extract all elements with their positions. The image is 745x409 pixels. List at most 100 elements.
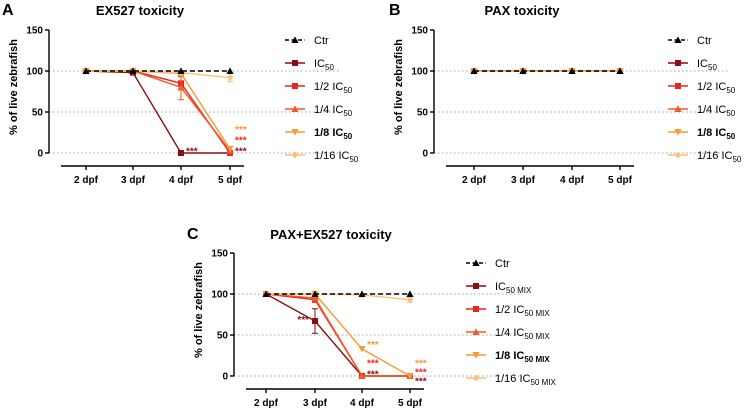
series-ic50-line — [85, 70, 230, 154]
legend-item-ic50: IC50 — [668, 58, 717, 72]
legend-marker-quarter — [472, 328, 480, 335]
legend-marker-eighth — [674, 129, 682, 136]
data-point-quarter — [311, 294, 319, 302]
y-tick-label: 50 — [217, 331, 229, 342]
x-tick-label: 3 dpf — [121, 175, 146, 186]
legend-item-sixteenth: 1/16 IC50 — [285, 150, 359, 164]
legend-label: IC50 MIX — [495, 281, 532, 295]
y-tick-label: 150 — [26, 26, 43, 37]
legend-item-half: 1/2 IC50 — [668, 81, 736, 95]
legend-item-half: 1/2 IC50 — [285, 81, 353, 95]
legend-marker-eighth — [472, 352, 480, 359]
x-tick-label: 2 dpf — [254, 398, 279, 409]
panel-a: A EX527 toxicity % of live zebrafish 0 50… — [2, 2, 359, 186]
data-point-ctr — [82, 67, 90, 74]
legend-item-eighth: 1/8 IC50 — [285, 127, 353, 141]
x-tick-label: 2 dpf — [462, 175, 487, 186]
legend-item-eighth: 1/8 IC50 — [668, 127, 736, 141]
x-tick-label: 3 dpf — [303, 398, 328, 409]
legend-label: 1/4 IC50 — [314, 104, 353, 118]
x-tick-label: 5 dpf — [398, 398, 423, 409]
data-point-ctr — [406, 290, 414, 297]
y-tick-label: 150 — [411, 26, 428, 37]
x-tick-label: 4 dpf — [560, 175, 585, 186]
legend-label: 1/16 IC50 — [697, 150, 742, 164]
legend-label: Ctr — [495, 258, 510, 270]
data-point-ctr — [226, 67, 234, 74]
data-point-eighth — [358, 345, 366, 353]
x-tick-label: 4 dpf — [169, 175, 194, 186]
y-tick-label: 50 — [32, 108, 44, 119]
data-point-ctr — [568, 67, 576, 74]
significance-annotation: *** — [235, 125, 247, 136]
data-point-ctr — [519, 67, 527, 74]
data-point-eighth — [406, 373, 414, 380]
legend-marker-half — [473, 306, 479, 312]
series-sixteenth-line — [86, 70, 231, 79]
legend-item-quarter: 1/4 IC50 — [285, 104, 353, 118]
significance-annotation: *** — [235, 136, 247, 147]
panel-a-legend: Ctr IC50 1/2 IC50 1/4 IC50 1/8 IC50 1/16 IC50 — [285, 35, 359, 164]
legend-label: 1/2 IC50 — [697, 81, 736, 95]
legend-marker-ic50 — [292, 60, 298, 66]
panel-a-y-axis-label: % of live zebrafish — [8, 39, 20, 135]
data-point-ctr — [311, 290, 319, 297]
panel-letter-c: C — [187, 226, 199, 243]
legend-label: 1/2 IC50 MIX — [495, 304, 550, 318]
legend-label: 1/16 IC50 — [314, 150, 359, 164]
legend-marker-ctr — [472, 259, 480, 266]
legend-item-quarter: 1/4 IC50 — [668, 104, 736, 118]
panel-b-plot: 0 50 100 150 2 dpf 3 dpf 4 dpf 5 dpf — [411, 26, 730, 186]
data-point-sixteenth — [226, 73, 234, 82]
legend-label: 1/8 IC50 — [314, 127, 353, 141]
data-point-sixteenth — [406, 296, 414, 304]
legend-label: 1/4 IC50 MIX — [495, 327, 550, 341]
legend-item-eighth: 1/8 IC50 MIX — [466, 350, 550, 364]
legend-marker-ic50 — [473, 283, 479, 289]
significance-annotation: *** — [415, 377, 427, 388]
panel-a-title: EX527 toxicity — [96, 3, 185, 18]
x-tick-label: 2 dpf — [74, 175, 99, 186]
legend-item-quarter: 1/4 IC50 MIX — [466, 327, 550, 341]
panel-c: C PAX+EX527 toxicity % of live zebrafish… — [187, 226, 556, 409]
legend-item-sixteenth: 1/16 IC50 — [668, 150, 742, 164]
legend-label: 1/8 IC50 — [697, 127, 736, 141]
legend-marker-eighth — [291, 129, 299, 136]
series-ctr — [82, 67, 234, 74]
y-tick-label: 100 — [411, 67, 428, 78]
x-tick-label: 4 dpf — [350, 398, 375, 409]
data-point-ctr — [470, 67, 478, 74]
panel-letter-a: A — [2, 2, 14, 19]
data-point-ic50 — [178, 150, 184, 156]
significance-annotation: *** — [415, 368, 427, 379]
significance-annotation: *** — [415, 359, 427, 370]
y-tick-label: 100 — [211, 290, 228, 301]
significance-annotation: *** — [235, 146, 247, 157]
data-point-ic50 — [312, 318, 318, 325]
data-point-ctr — [129, 67, 137, 74]
legend-item-half: 1/2 IC50 MIX — [466, 304, 550, 318]
panel-c-title: PAX+EX527 toxicity — [270, 227, 392, 242]
significance-annotation: *** — [367, 369, 379, 380]
legend-label: 1/8 IC50 MIX — [495, 350, 550, 364]
panel-c-legend: Ctr IC50 MIX 1/2 IC50 MIX 1/4 IC50 MIX 1/8 I… — [466, 258, 556, 387]
x-tick-label: 3 dpf — [511, 175, 536, 186]
y-tick-label: 100 — [26, 67, 43, 78]
data-point-ctr — [358, 290, 366, 297]
y-tick-label: 0 — [37, 149, 43, 160]
legend-marker-ctr — [674, 36, 682, 43]
legend-marker-ctr — [291, 36, 299, 43]
panel-b-y-axis-label: % of live zebrafish — [393, 39, 405, 135]
significance-annotation: *** — [186, 146, 198, 157]
panel-b-legend: Ctr IC50 1/2 IC50 1/4 IC50 1/8 IC50 1/16 IC50 — [668, 35, 742, 164]
data-point-ctr — [616, 67, 624, 74]
series-ctr — [470, 67, 624, 74]
legend-marker-ic50 — [675, 60, 681, 66]
series-eighth-line — [86, 70, 231, 150]
legend-item-sixteenth: 1/16 IC50 MIX — [466, 373, 556, 387]
legend-item-ctr: Ctr — [668, 35, 712, 47]
y-tick-label: 150 — [211, 249, 228, 260]
legend-item-ctr: Ctr — [285, 35, 329, 47]
legend-item-ic50: IC50 — [285, 58, 334, 72]
